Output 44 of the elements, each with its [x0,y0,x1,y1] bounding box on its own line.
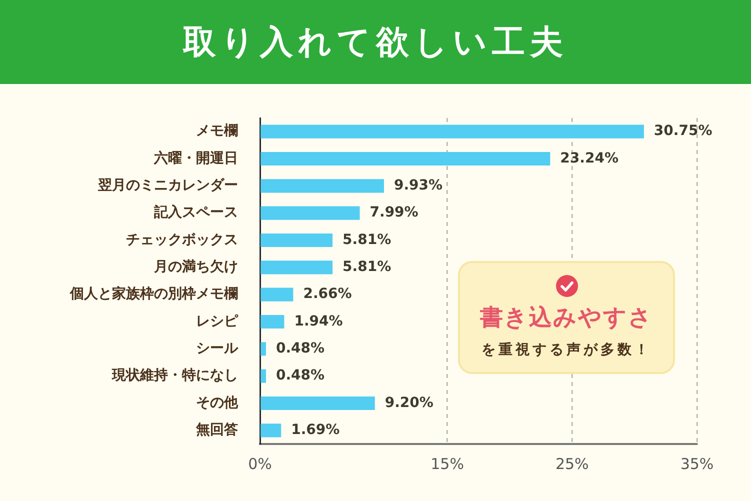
data-label: 2.66% [303,286,352,302]
annotation: を重視する声が多数！ [480,341,652,360]
data-label: 5.81% [342,232,392,248]
bar [260,206,360,220]
y-tick-label: 月の満ち欠け [153,259,238,276]
chart-title: 取り入れて欲しい工夫 [183,22,568,62]
bar [260,314,284,329]
data-label: 7.99% [370,204,418,221]
bar [260,424,282,438]
bar [260,342,266,356]
bar [260,233,333,248]
y-tick-label: 翌月のミニカレンダー [97,178,238,194]
bar [260,179,384,193]
bar [260,124,644,138]
y-tick-label: 個人と家族枠の別枠メモ欄 [69,285,238,302]
data-label: 1.69% [291,422,340,438]
annotation: 書き込みやすさ [479,304,654,333]
bar [260,369,266,383]
y-tick-label: 現状維持・特になし [111,368,238,384]
data-label: 9.20% [384,394,434,411]
callout-box: 書き込みやすさ を重視する声が多数！ [458,261,675,374]
data-label: 0.48% [276,340,325,357]
x-tick-label: 35% [680,454,714,473]
y-tick-label: 六曜・開運日 [153,149,238,166]
data-label: 9.93% [394,178,443,194]
bar [260,260,333,274]
data-label: 23.24% [560,150,618,166]
x-tick-label: 0% [248,454,272,473]
x-tick-label: 25% [555,454,589,473]
data-label: 30.75% [654,123,712,140]
data-label: 1.94% [294,313,343,330]
y-tick-label: シール [196,340,239,357]
data-label: 0.48% [276,368,325,384]
x-tick-label: 15% [430,454,464,473]
y-tick-label: 記入スペース [153,204,238,221]
data-label: 5.81% [342,259,392,276]
y-tick-label: メモ欄 [196,123,238,140]
bar [260,396,375,410]
y-tick-label: その他 [196,394,239,411]
y-tick-label: レシピ [196,313,239,330]
bar [260,152,550,166]
y-tick-label: チェックボックス [126,232,238,248]
bar [260,288,294,302]
y-tick-label: 無回答 [195,422,238,438]
